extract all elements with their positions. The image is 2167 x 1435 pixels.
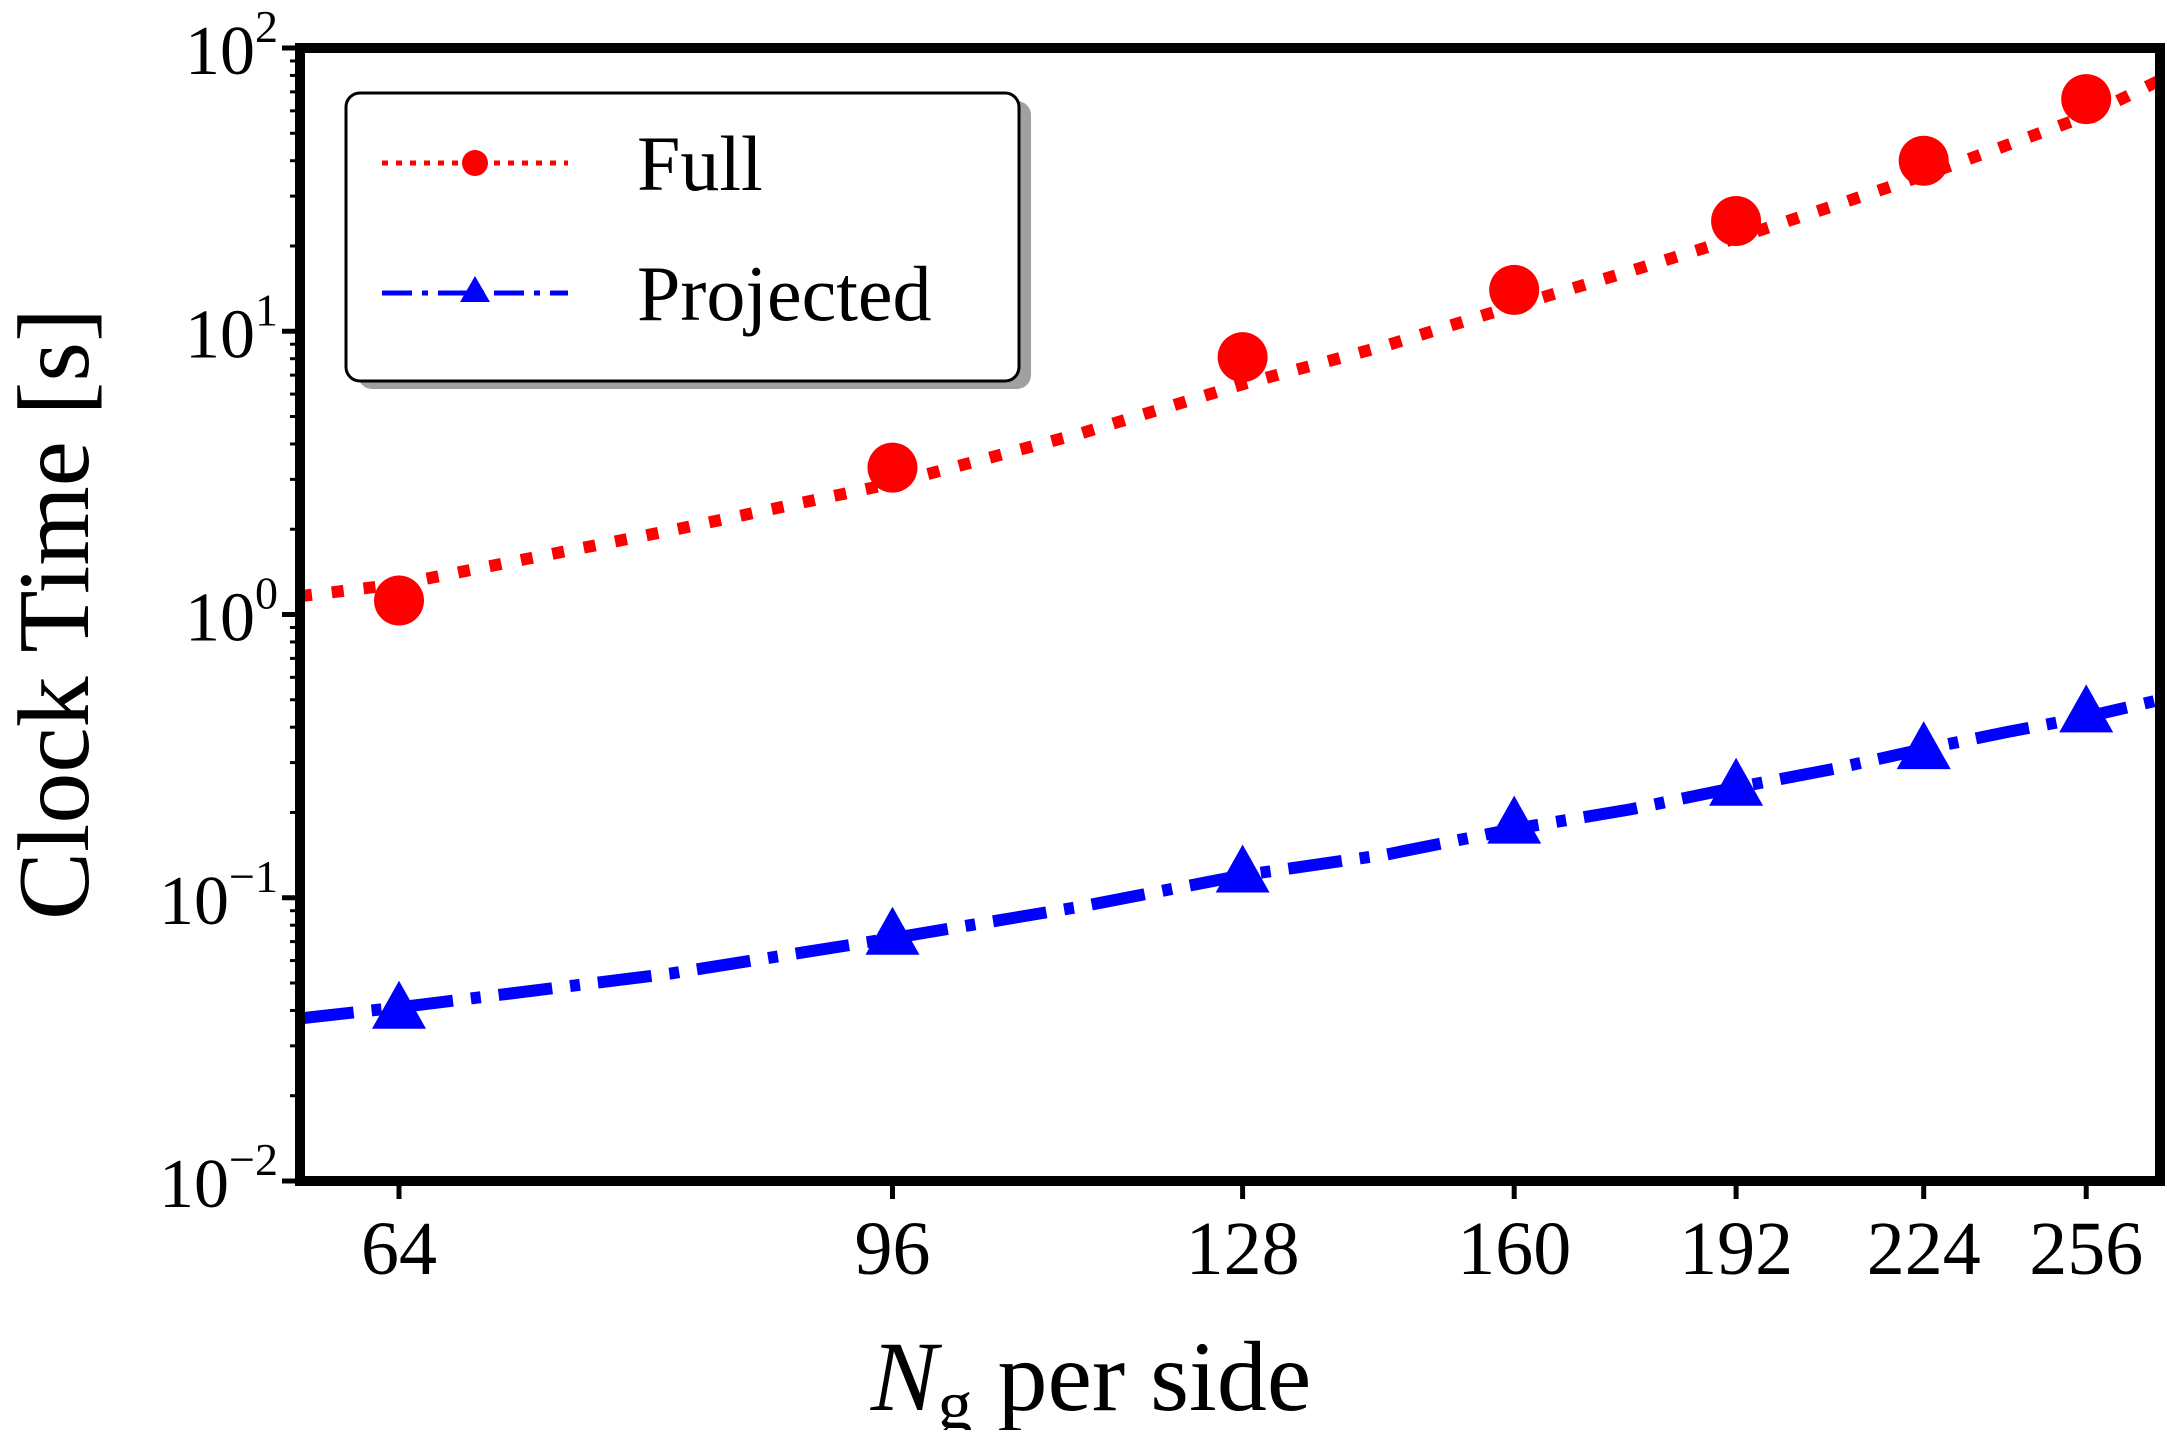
legend-label-projected: Projected — [637, 250, 932, 337]
y-tick-label: 10−2 — [159, 1134, 278, 1223]
data-point-projected — [865, 906, 920, 955]
x-axis-label-rest: per side — [972, 1321, 1311, 1430]
y-tick-label: 10−1 — [159, 851, 278, 940]
data-point-projected — [1487, 795, 1542, 844]
x-tick-label: 128 — [1186, 1207, 1300, 1291]
y-axis-ticks: 10−2 10−1 100 101 102 — [159, 1, 300, 1223]
legend-label-full: Full — [637, 120, 763, 207]
plot-frame — [295, 43, 2165, 1186]
x-tick-label: 192 — [1679, 1207, 1793, 1291]
data-point-full — [1489, 264, 1540, 315]
data-point-projected — [1709, 757, 1764, 806]
data-point-full — [1898, 135, 1949, 186]
data-point-projected — [1215, 844, 1270, 893]
data-point-full — [2061, 74, 2112, 125]
x-axis-label: Ng per side — [870, 1321, 1311, 1430]
series-markers — [372, 74, 2114, 1029]
y-tick-label: 102 — [185, 1, 278, 90]
data-point-full — [1217, 332, 1268, 383]
x-tick-label: 256 — [2029, 1207, 2143, 1291]
data-point-full — [1711, 196, 1762, 247]
x-tick-label: 96 — [854, 1207, 930, 1291]
x-axis-label-subscript: g — [937, 1367, 972, 1430]
y-tick-label: 101 — [185, 284, 278, 373]
y-tick-label: 100 — [185, 568, 278, 657]
legend-marker-full — [462, 150, 488, 176]
legend-marker-projected — [460, 276, 490, 302]
legend-box — [344, 91, 1021, 383]
x-axis-label-variable: N — [870, 1321, 943, 1430]
data-point-full — [374, 575, 425, 626]
x-axis-ticks: 64 96 128 160 192 224 256 — [361, 1181, 2143, 1291]
x-tick-label: 224 — [1867, 1207, 1981, 1291]
x-tick-label: 160 — [1457, 1207, 1571, 1291]
y-axis-label: Clock Time [s] — [0, 308, 111, 920]
x-tick-label: 64 — [361, 1207, 437, 1291]
legend: Full Projected — [344, 91, 1031, 389]
data-point-projected — [372, 980, 427, 1029]
data-point-projected — [2059, 684, 2114, 733]
data-point-full — [867, 442, 918, 493]
data-point-projected — [1896, 721, 1951, 770]
series-line-projected — [300, 693, 2160, 1025]
